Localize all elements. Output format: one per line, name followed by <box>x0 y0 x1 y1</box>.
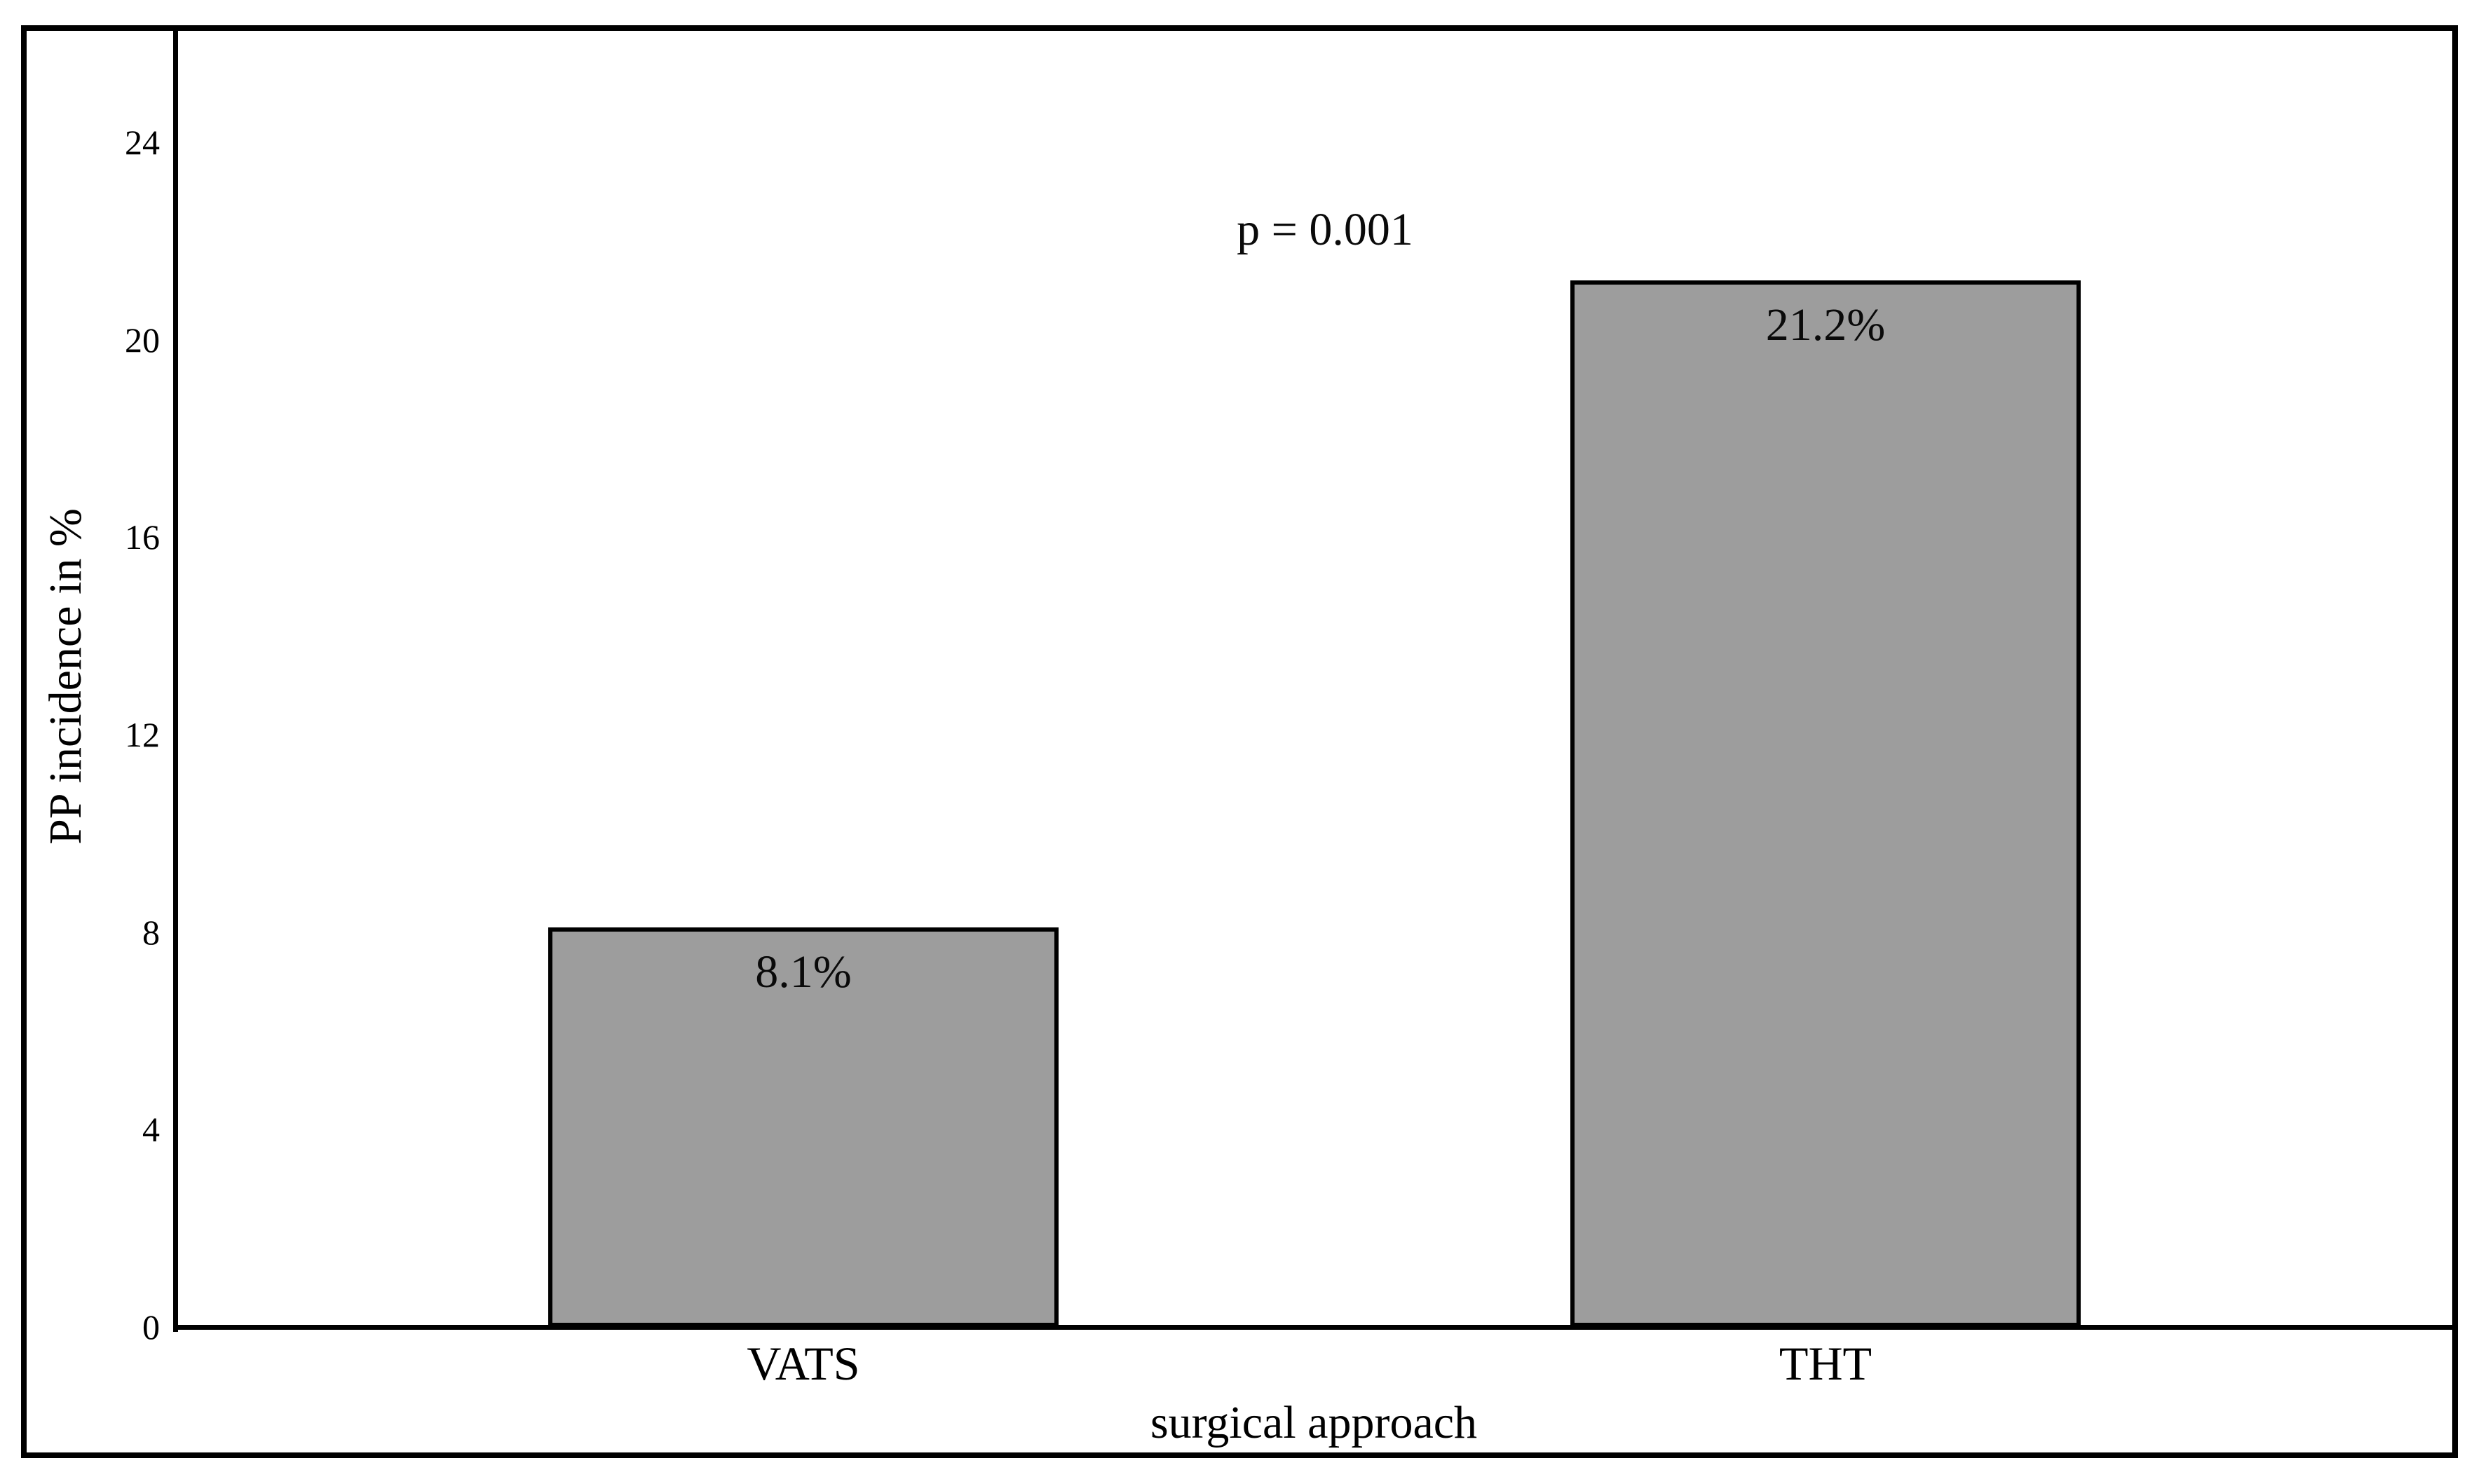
y-tick-label-24: 24 <box>125 123 160 162</box>
y-axis-line <box>173 31 178 1332</box>
bar-value-label-tht: 21.2% <box>1765 299 1886 350</box>
bar-vats <box>548 927 1059 1327</box>
y-tick-label-16: 16 <box>125 517 160 557</box>
bar-tht <box>1570 280 2081 1327</box>
bar-value-label-vats: 8.1% <box>755 946 852 998</box>
category-label-vats: VATS <box>747 1337 860 1390</box>
y-axis-title: PP incidence in % <box>40 508 91 845</box>
category-label-tht: THT <box>1779 1337 1872 1390</box>
p-value-annotation: p = 0.001 <box>1237 204 1413 255</box>
y-tick-label-8: 8 <box>142 913 160 952</box>
x-axis-line <box>173 1325 2452 1330</box>
y-tick-label-20: 20 <box>125 320 160 360</box>
y-tick-label-12: 12 <box>125 715 160 754</box>
y-tick-label-0: 0 <box>142 1307 160 1347</box>
x-axis-title: surgical approach <box>1150 1397 1478 1448</box>
y-tick-label-4: 4 <box>142 1110 160 1149</box>
